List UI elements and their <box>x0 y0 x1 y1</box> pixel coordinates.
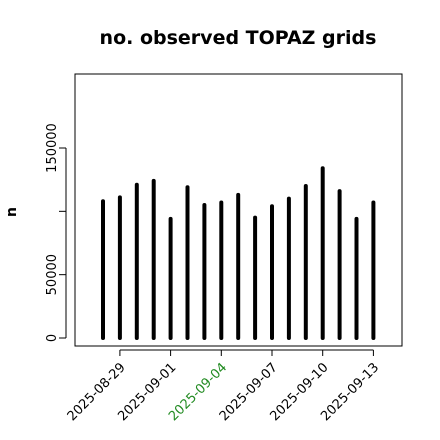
plot-frame <box>74 73 403 347</box>
y-axis-label: n <box>4 207 20 217</box>
y-tick-label-150000: 150000 <box>45 123 60 173</box>
x-axis: 2025-08-292025-09-012025-09-042025-09-07… <box>65 349 382 424</box>
chart-title: no. observed TOPAZ grids <box>100 27 377 49</box>
y-tick-label-0: 0 <box>45 334 60 342</box>
y-tick-label-50000: 50000 <box>45 254 60 295</box>
y-axis: 0 50000 150000 <box>45 123 67 342</box>
bars <box>101 166 376 340</box>
